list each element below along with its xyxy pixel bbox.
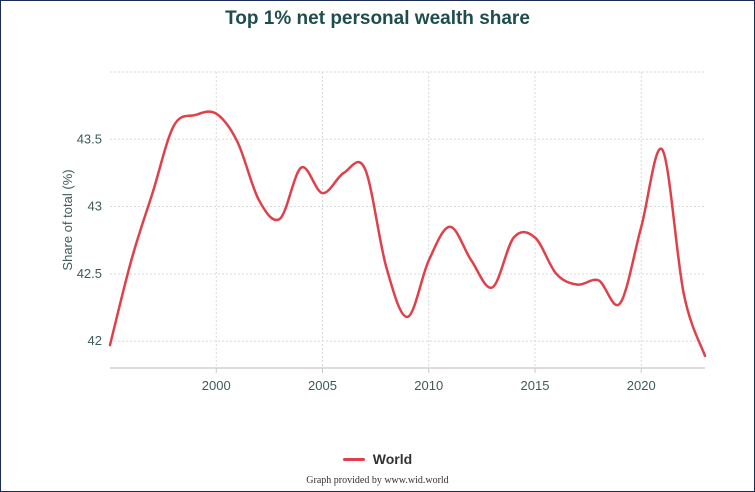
x-tick-label: 2000 <box>202 378 231 393</box>
data-point[interactable] <box>511 234 517 240</box>
data-point[interactable] <box>426 257 432 263</box>
data-point[interactable] <box>660 147 666 153</box>
data-point[interactable] <box>596 278 602 284</box>
y-tick-label: 43.5 <box>77 131 102 146</box>
data-point[interactable] <box>192 112 198 118</box>
chart-title: Top 1% net personal wealth share <box>225 8 530 29</box>
data-point[interactable] <box>383 264 389 270</box>
data-point[interactable] <box>107 342 113 348</box>
data-point[interactable] <box>277 216 283 222</box>
data-point[interactable] <box>320 190 326 196</box>
data-point[interactable] <box>405 314 411 320</box>
credit-text: Graph provided by www.wid.world <box>306 475 449 486</box>
x-tick-label: 2020 <box>627 378 656 393</box>
x-tick-label: 2005 <box>308 378 337 393</box>
x-tick-label: 2010 <box>414 378 443 393</box>
legend[interactable]: World <box>0 451 755 467</box>
data-point[interactable] <box>150 190 156 196</box>
grid-lines <box>110 71 705 368</box>
data-point[interactable] <box>298 165 304 171</box>
x-tick-label: 2015 <box>521 378 550 393</box>
series-lines <box>107 110 708 359</box>
axes <box>110 367 705 373</box>
data-point[interactable] <box>681 291 687 297</box>
data-point[interactable] <box>171 123 177 129</box>
data-point[interactable] <box>490 284 496 290</box>
tick-labels: 42 42.5 43 43.5 2000 2005 2010 2015 2020 <box>77 131 656 393</box>
y-axis-label: Share of total (%) <box>60 169 75 270</box>
data-point[interactable] <box>213 111 219 117</box>
legend-label-world: World <box>372 451 413 467</box>
data-point[interactable] <box>256 197 262 203</box>
legend-swatch-world <box>342 457 365 461</box>
series-line-world[interactable] <box>108 110 707 358</box>
y-tick-label: 42.5 <box>77 266 102 281</box>
y-tick-label: 43 <box>88 199 102 214</box>
data-point[interactable] <box>341 170 347 176</box>
data-point[interactable] <box>128 257 134 263</box>
data-point[interactable] <box>638 224 644 230</box>
data-point[interactable] <box>468 257 474 263</box>
data-point[interactable] <box>575 282 581 288</box>
data-point[interactable] <box>362 166 368 172</box>
data-point[interactable] <box>235 139 241 145</box>
data-point[interactable] <box>532 234 538 240</box>
data-point[interactable] <box>702 353 708 359</box>
y-tick-label: 42 <box>88 333 102 348</box>
data-point[interactable] <box>447 224 453 230</box>
data-point[interactable] <box>553 271 559 277</box>
data-point[interactable] <box>617 300 623 306</box>
